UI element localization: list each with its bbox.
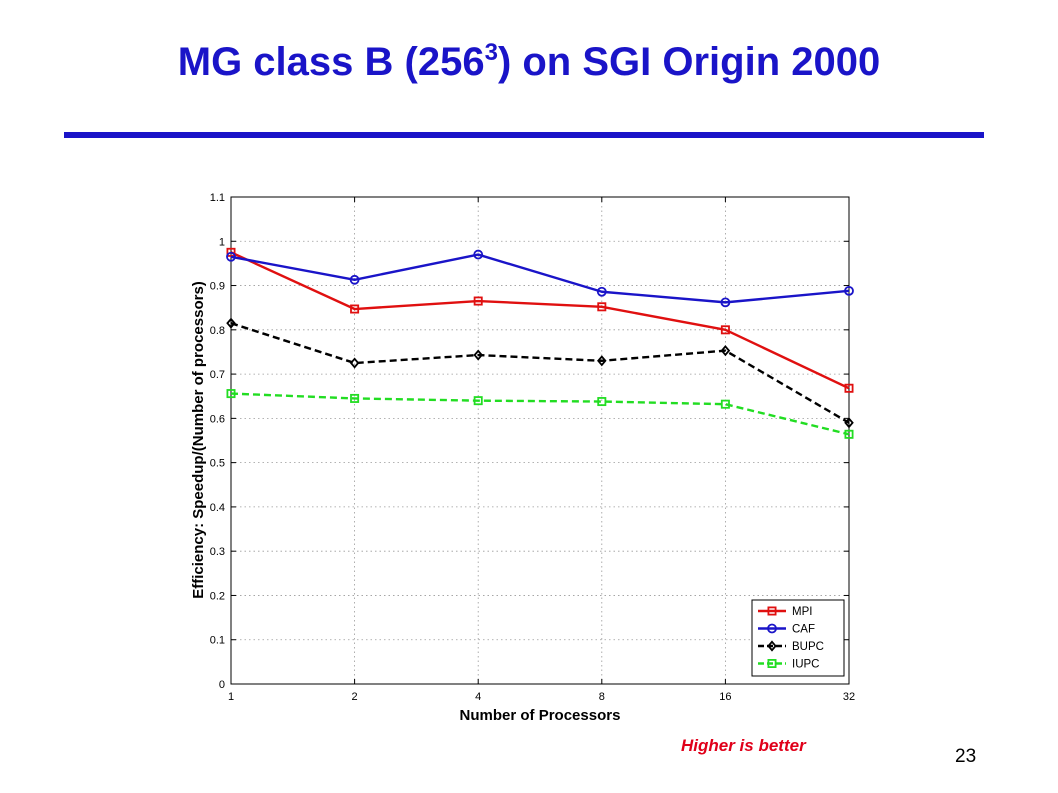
data-point-iupc bbox=[350, 393, 360, 403]
y-tick-label: 0.2 bbox=[210, 590, 225, 602]
data-point-iupc bbox=[720, 399, 730, 409]
y-tick-label: 1.1 bbox=[210, 192, 225, 204]
legend-label-bupc: BUPC bbox=[792, 641, 824, 653]
x-tick-label: 2 bbox=[352, 691, 358, 703]
series-iupc bbox=[226, 389, 854, 439]
data-point-iupc bbox=[844, 429, 854, 439]
data-point-caf bbox=[473, 249, 484, 260]
legend-marker-mpi bbox=[767, 606, 777, 616]
data-point-mpi bbox=[350, 304, 360, 314]
y-tick-label: 0.4 bbox=[210, 502, 225, 514]
tick-layer: 0 0.1 0.2 0.3 0.4 0.5 0.6 0.7 0.8 0.9 1 1.1 1 2 4 8 16 32 bbox=[210, 192, 855, 703]
series-line-mpi bbox=[230, 251, 850, 390]
data-point-bupc bbox=[597, 355, 607, 367]
legend: MPI CAF BUPC IUPC bbox=[751, 599, 845, 677]
data-point-bupc bbox=[720, 345, 731, 357]
slide-title-end: ) on SGI Origin 2000 bbox=[497, 40, 881, 84]
data-point-iupc bbox=[597, 397, 607, 407]
higher-is-better-note: Higher is better bbox=[681, 736, 806, 755]
y-tick-label: 0 bbox=[219, 679, 225, 691]
series-caf bbox=[226, 249, 854, 308]
slide-title: MG class B (2563) on SGI Origin 2000 bbox=[0, 40, 1058, 85]
series-line-bupc bbox=[230, 322, 850, 424]
x-tick-label: 16 bbox=[719, 691, 731, 703]
legend-label-caf: CAF bbox=[792, 624, 815, 636]
y-tick-label: 0.6 bbox=[210, 413, 225, 425]
slide-title-main: MG class B (256 bbox=[177, 40, 485, 84]
data-point-caf bbox=[349, 274, 360, 285]
slide-title-superscript: 3 bbox=[484, 39, 498, 66]
data-point-bupc bbox=[349, 357, 360, 369]
title-divider bbox=[64, 132, 984, 138]
data-point-bupc bbox=[473, 349, 483, 361]
x-tick-label: 1 bbox=[228, 691, 234, 703]
y-tick-label: 0.7 bbox=[210, 369, 225, 381]
data-point-mpi bbox=[226, 247, 236, 257]
x-tick-label: 8 bbox=[599, 691, 605, 703]
data-point-caf bbox=[596, 286, 607, 297]
y-tick-label: 0.3 bbox=[210, 546, 225, 558]
y-tick-label: 0.8 bbox=[210, 325, 225, 337]
legend-marker-iupc bbox=[767, 659, 777, 669]
legend-marker-bupc bbox=[767, 640, 777, 652]
grid-layer bbox=[231, 197, 849, 684]
y-tick-label: 1 bbox=[219, 236, 225, 248]
y-tick-label: 0.9 bbox=[210, 281, 225, 293]
page-number: 23 bbox=[955, 746, 977, 767]
data-point-mpi bbox=[720, 325, 730, 335]
data-point-mpi bbox=[844, 383, 854, 393]
legend-marker-caf bbox=[767, 623, 777, 634]
legend-box bbox=[751, 599, 845, 677]
x-tick-label: 4 bbox=[475, 691, 481, 703]
x-axis-title: Number of Processors bbox=[460, 707, 621, 724]
data-point-mpi bbox=[473, 296, 483, 306]
y-axis-title: Efficiency: Speedup/(Number of processor… bbox=[190, 281, 207, 599]
data-point-iupc bbox=[473, 396, 483, 406]
data-point-bupc bbox=[226, 317, 236, 329]
plot-frame bbox=[230, 196, 850, 685]
x-tick-label: 32 bbox=[843, 691, 855, 703]
data-point-caf bbox=[720, 297, 731, 308]
y-tick-label: 0.5 bbox=[210, 458, 225, 470]
y-tick-label: 0.1 bbox=[210, 635, 225, 647]
series-bupc bbox=[226, 317, 854, 429]
data-point-caf bbox=[226, 251, 236, 262]
data-point-caf bbox=[844, 285, 854, 296]
series-line-iupc bbox=[230, 392, 850, 436]
data-point-mpi bbox=[597, 302, 607, 312]
series-line-caf bbox=[230, 253, 850, 304]
data-point-iupc bbox=[226, 389, 236, 399]
series-mpi bbox=[226, 247, 854, 393]
series-layer bbox=[226, 247, 854, 439]
legend-label-iupc: IUPC bbox=[792, 659, 819, 671]
data-point-bupc bbox=[844, 417, 854, 429]
legend-label-mpi: MPI bbox=[792, 606, 812, 618]
